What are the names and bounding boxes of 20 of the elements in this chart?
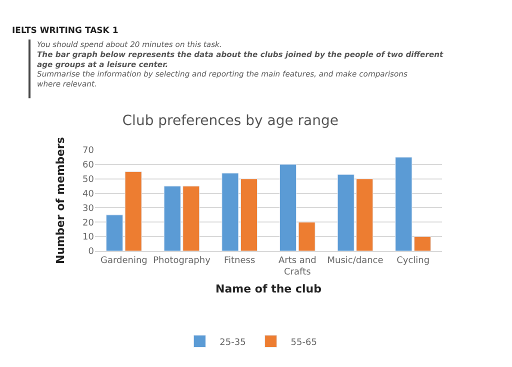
y-tick-label: 50 — [82, 175, 94, 186]
x-tick-label: Gardening — [100, 256, 148, 266]
x-tick-label: Cycling — [396, 256, 430, 266]
y-tick-label: 60 — [82, 160, 94, 171]
y-tick-label: 30 — [82, 204, 94, 214]
y-tick-label: 40 — [82, 189, 94, 200]
y-axis-title: Number of members — [54, 136, 68, 264]
x-tick-label: Photography — [153, 256, 212, 266]
legend-label: 25-35 — [220, 338, 246, 348]
y-tick-label: 20 — [82, 218, 94, 228]
legend-label: 55-65 — [290, 338, 317, 348]
text: IELTS WRITING TASK 1 — [12, 26, 118, 36]
x-tick-label: Arts and Crafts — [278, 256, 316, 278]
x-tick-label: Music/dance — [327, 256, 384, 266]
y-tick-label: 0 — [88, 247, 94, 258]
y-tick-label: 10 — [82, 232, 94, 243]
x-tick-label: Fitness — [224, 256, 256, 266]
x-axis-title: Name of the club — [216, 282, 322, 296]
chart-title: Club preferences by age range — [122, 112, 339, 129]
y-tick-label: 70 — [82, 146, 94, 156]
